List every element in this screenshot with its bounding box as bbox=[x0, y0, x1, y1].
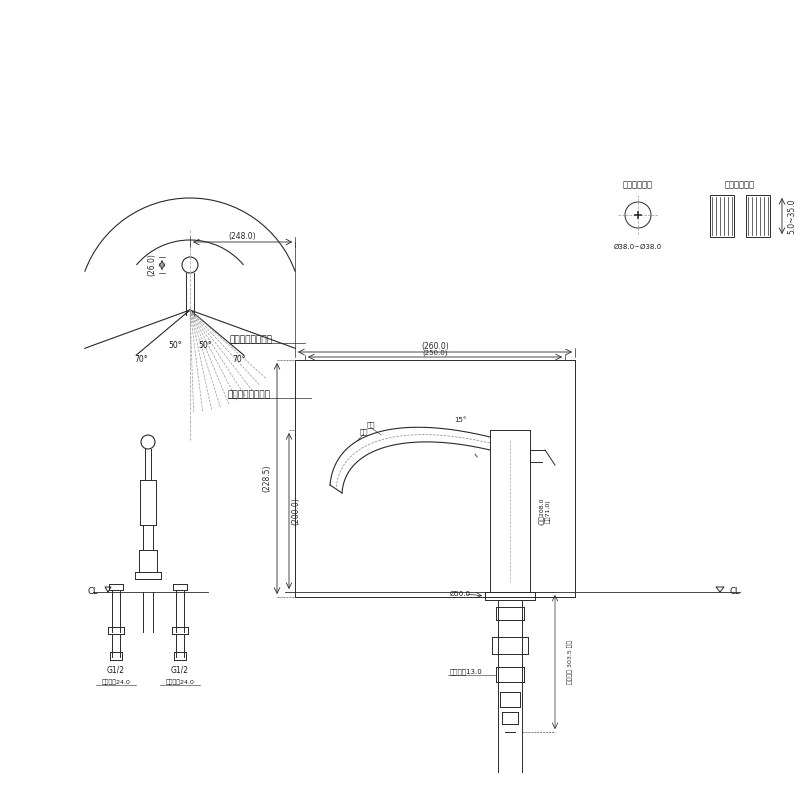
Text: 天板取付断面: 天板取付断面 bbox=[725, 181, 755, 190]
Text: スパウト回転角度: スパウト回転角度 bbox=[228, 390, 271, 399]
Text: (内径208.0
止水71.0): (内径208.0 止水71.0) bbox=[539, 498, 551, 525]
Text: 50°: 50° bbox=[168, 341, 182, 350]
Bar bbox=[710, 195, 734, 237]
Text: 70°: 70° bbox=[232, 354, 246, 364]
Text: 止水: 止水 bbox=[359, 428, 368, 434]
Text: 70°: 70° bbox=[134, 354, 148, 364]
Text: Ø38.0~Ø38.0: Ø38.0~Ø38.0 bbox=[614, 244, 662, 250]
Text: (248.0): (248.0) bbox=[229, 233, 257, 242]
Text: G1/2: G1/2 bbox=[171, 666, 189, 674]
Text: 5.0~35.0: 5.0~35.0 bbox=[787, 198, 797, 234]
Text: 15°: 15° bbox=[454, 417, 466, 423]
Text: 大角対辺24.0: 大角対辺24.0 bbox=[102, 679, 130, 685]
Text: 50°: 50° bbox=[198, 341, 212, 350]
Text: CL: CL bbox=[730, 587, 741, 597]
Text: (26.0): (26.0) bbox=[147, 254, 157, 277]
Text: 配管長さ 303.5 以上: 配管長さ 303.5 以上 bbox=[567, 640, 573, 684]
Text: CL: CL bbox=[87, 587, 98, 597]
Text: (250.0): (250.0) bbox=[422, 350, 448, 356]
Bar bbox=[746, 195, 770, 237]
Text: (200.0): (200.0) bbox=[291, 497, 301, 525]
Text: 六角対辺13.0: 六角対辺13.0 bbox=[450, 669, 482, 675]
Text: (260.0): (260.0) bbox=[421, 342, 449, 351]
Text: (228.5): (228.5) bbox=[262, 465, 271, 492]
Text: 止水: 止水 bbox=[366, 422, 375, 428]
Text: 大角対辺24.0: 大角対辺24.0 bbox=[166, 679, 194, 685]
Text: ハンドル回転角度: ハンドル回転角度 bbox=[230, 335, 273, 345]
Text: Ø50.0: Ø50.0 bbox=[450, 591, 470, 597]
Text: 天板取付穴径: 天板取付穴径 bbox=[623, 181, 653, 190]
Text: G1/2: G1/2 bbox=[107, 666, 125, 674]
